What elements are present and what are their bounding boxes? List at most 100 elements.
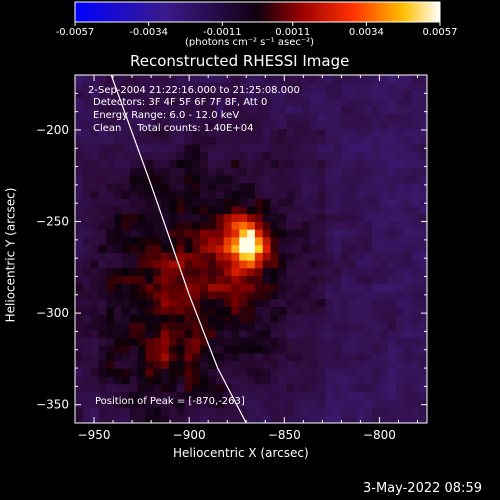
heatmap-cell <box>82 75 92 84</box>
heatmap-cell <box>239 98 248 107</box>
heatmap-cell <box>333 183 342 192</box>
heatmap-cell <box>348 291 358 300</box>
heatmap-cell <box>231 129 240 138</box>
heatmap-cell <box>325 183 334 192</box>
heatmap-cell <box>395 415 405 423</box>
heatmap-cell <box>364 98 373 107</box>
heatmap-cell <box>395 337 405 347</box>
heatmap-cell <box>411 167 420 177</box>
heatmap-cell <box>223 105 233 115</box>
heatmap-cell <box>192 376 201 385</box>
heatmap-cell <box>106 276 115 285</box>
heatmap-cell <box>168 307 178 316</box>
heatmap-cell <box>270 105 279 115</box>
heatmap-cell <box>121 361 131 370</box>
heatmap-cell <box>121 392 131 401</box>
heatmap-cell <box>247 183 256 192</box>
heatmap-cell <box>286 206 295 215</box>
heatmap-cell <box>98 75 107 84</box>
heatmap-cell <box>90 245 100 254</box>
heatmap-cell <box>231 291 240 300</box>
heatmap-cell <box>294 214 303 223</box>
heatmap-cell <box>262 229 272 238</box>
heatmap-cell <box>364 237 373 246</box>
heatmap-cell <box>372 276 381 285</box>
heatmap-cell <box>207 82 217 92</box>
heatmap-cell <box>294 252 303 262</box>
heatmap-cell <box>137 337 146 347</box>
heatmap-cell <box>309 206 319 215</box>
heatmap-cell <box>419 167 427 177</box>
heatmap-cell <box>403 384 412 393</box>
heatmap-cell <box>301 198 311 208</box>
heatmap-cell <box>286 337 295 347</box>
heatmap-cell <box>98 384 107 393</box>
heatmap-cell <box>207 113 217 122</box>
heatmap-cell <box>239 260 248 269</box>
heatmap-cell <box>356 105 366 115</box>
heatmap-cell <box>247 399 256 409</box>
heatmap-cell <box>75 291 84 300</box>
heatmap-cell <box>309 353 319 362</box>
heatmap-cell <box>98 167 107 177</box>
heatmap-cell <box>137 167 146 177</box>
heatmap-cell <box>286 407 295 416</box>
heatmap-cell <box>145 252 154 262</box>
heatmap-cell <box>184 283 193 293</box>
heatmap-cell <box>153 322 162 331</box>
heatmap-cell <box>137 90 146 99</box>
heatmap-cell <box>262 322 272 331</box>
heatmap-cell <box>364 376 373 385</box>
heatmap-cell <box>309 221 319 231</box>
heatmap-cell <box>114 283 123 293</box>
heatmap-cell <box>247 113 256 122</box>
heatmap-cell <box>176 276 186 285</box>
heatmap-cell <box>419 214 427 223</box>
heatmap-cell <box>364 105 373 115</box>
heatmap-cell <box>90 90 100 99</box>
heatmap-cell <box>200 191 209 200</box>
heatmap-cell <box>223 229 233 238</box>
heatmap-cell <box>395 322 405 331</box>
heatmap-cell <box>184 113 193 122</box>
heatmap-cell <box>419 113 427 122</box>
y-tick-label-1: −250 <box>36 215 69 229</box>
heatmap-cell <box>309 237 319 246</box>
heatmap-cell <box>176 75 186 84</box>
heatmap-cell <box>278 121 287 130</box>
heatmap-cell <box>200 361 209 370</box>
heatmap-cell <box>301 384 311 393</box>
heatmap-cell <box>161 353 170 362</box>
heatmap-cell <box>325 337 334 347</box>
heatmap-cell <box>153 268 162 277</box>
heatmap-cell <box>168 198 178 208</box>
heatmap-cell <box>168 291 178 300</box>
heatmap-cell <box>340 144 350 153</box>
heatmap-cell <box>106 237 115 246</box>
heatmap-cell <box>387 307 397 316</box>
heatmap-cell <box>403 399 412 409</box>
heatmap-cell <box>380 113 389 122</box>
heatmap-cell <box>192 136 201 146</box>
plot-frame <box>74 74 428 424</box>
heatmap-cell <box>278 113 287 122</box>
heatmap-cell <box>168 206 178 215</box>
heatmap-cell <box>75 136 84 146</box>
heatmap-cell <box>317 229 326 238</box>
heatmap-cell <box>403 237 412 246</box>
heatmap-cell <box>317 415 326 423</box>
heatmap-cell <box>411 307 420 316</box>
heatmap-cell <box>223 113 233 122</box>
heatmap-cell <box>207 330 217 339</box>
heatmap-cell <box>372 392 381 401</box>
heatmap-cell <box>340 276 350 285</box>
heatmap-cell <box>294 291 303 300</box>
heatmap-cell <box>106 152 115 161</box>
heatmap-cell <box>98 361 107 370</box>
heatmap-cell <box>161 183 170 192</box>
heatmap-cell <box>262 345 272 354</box>
heatmap-cell <box>145 376 154 385</box>
heatmap-cell <box>145 399 154 409</box>
heatmap-cell <box>231 121 240 130</box>
heatmap-cell <box>333 260 342 269</box>
